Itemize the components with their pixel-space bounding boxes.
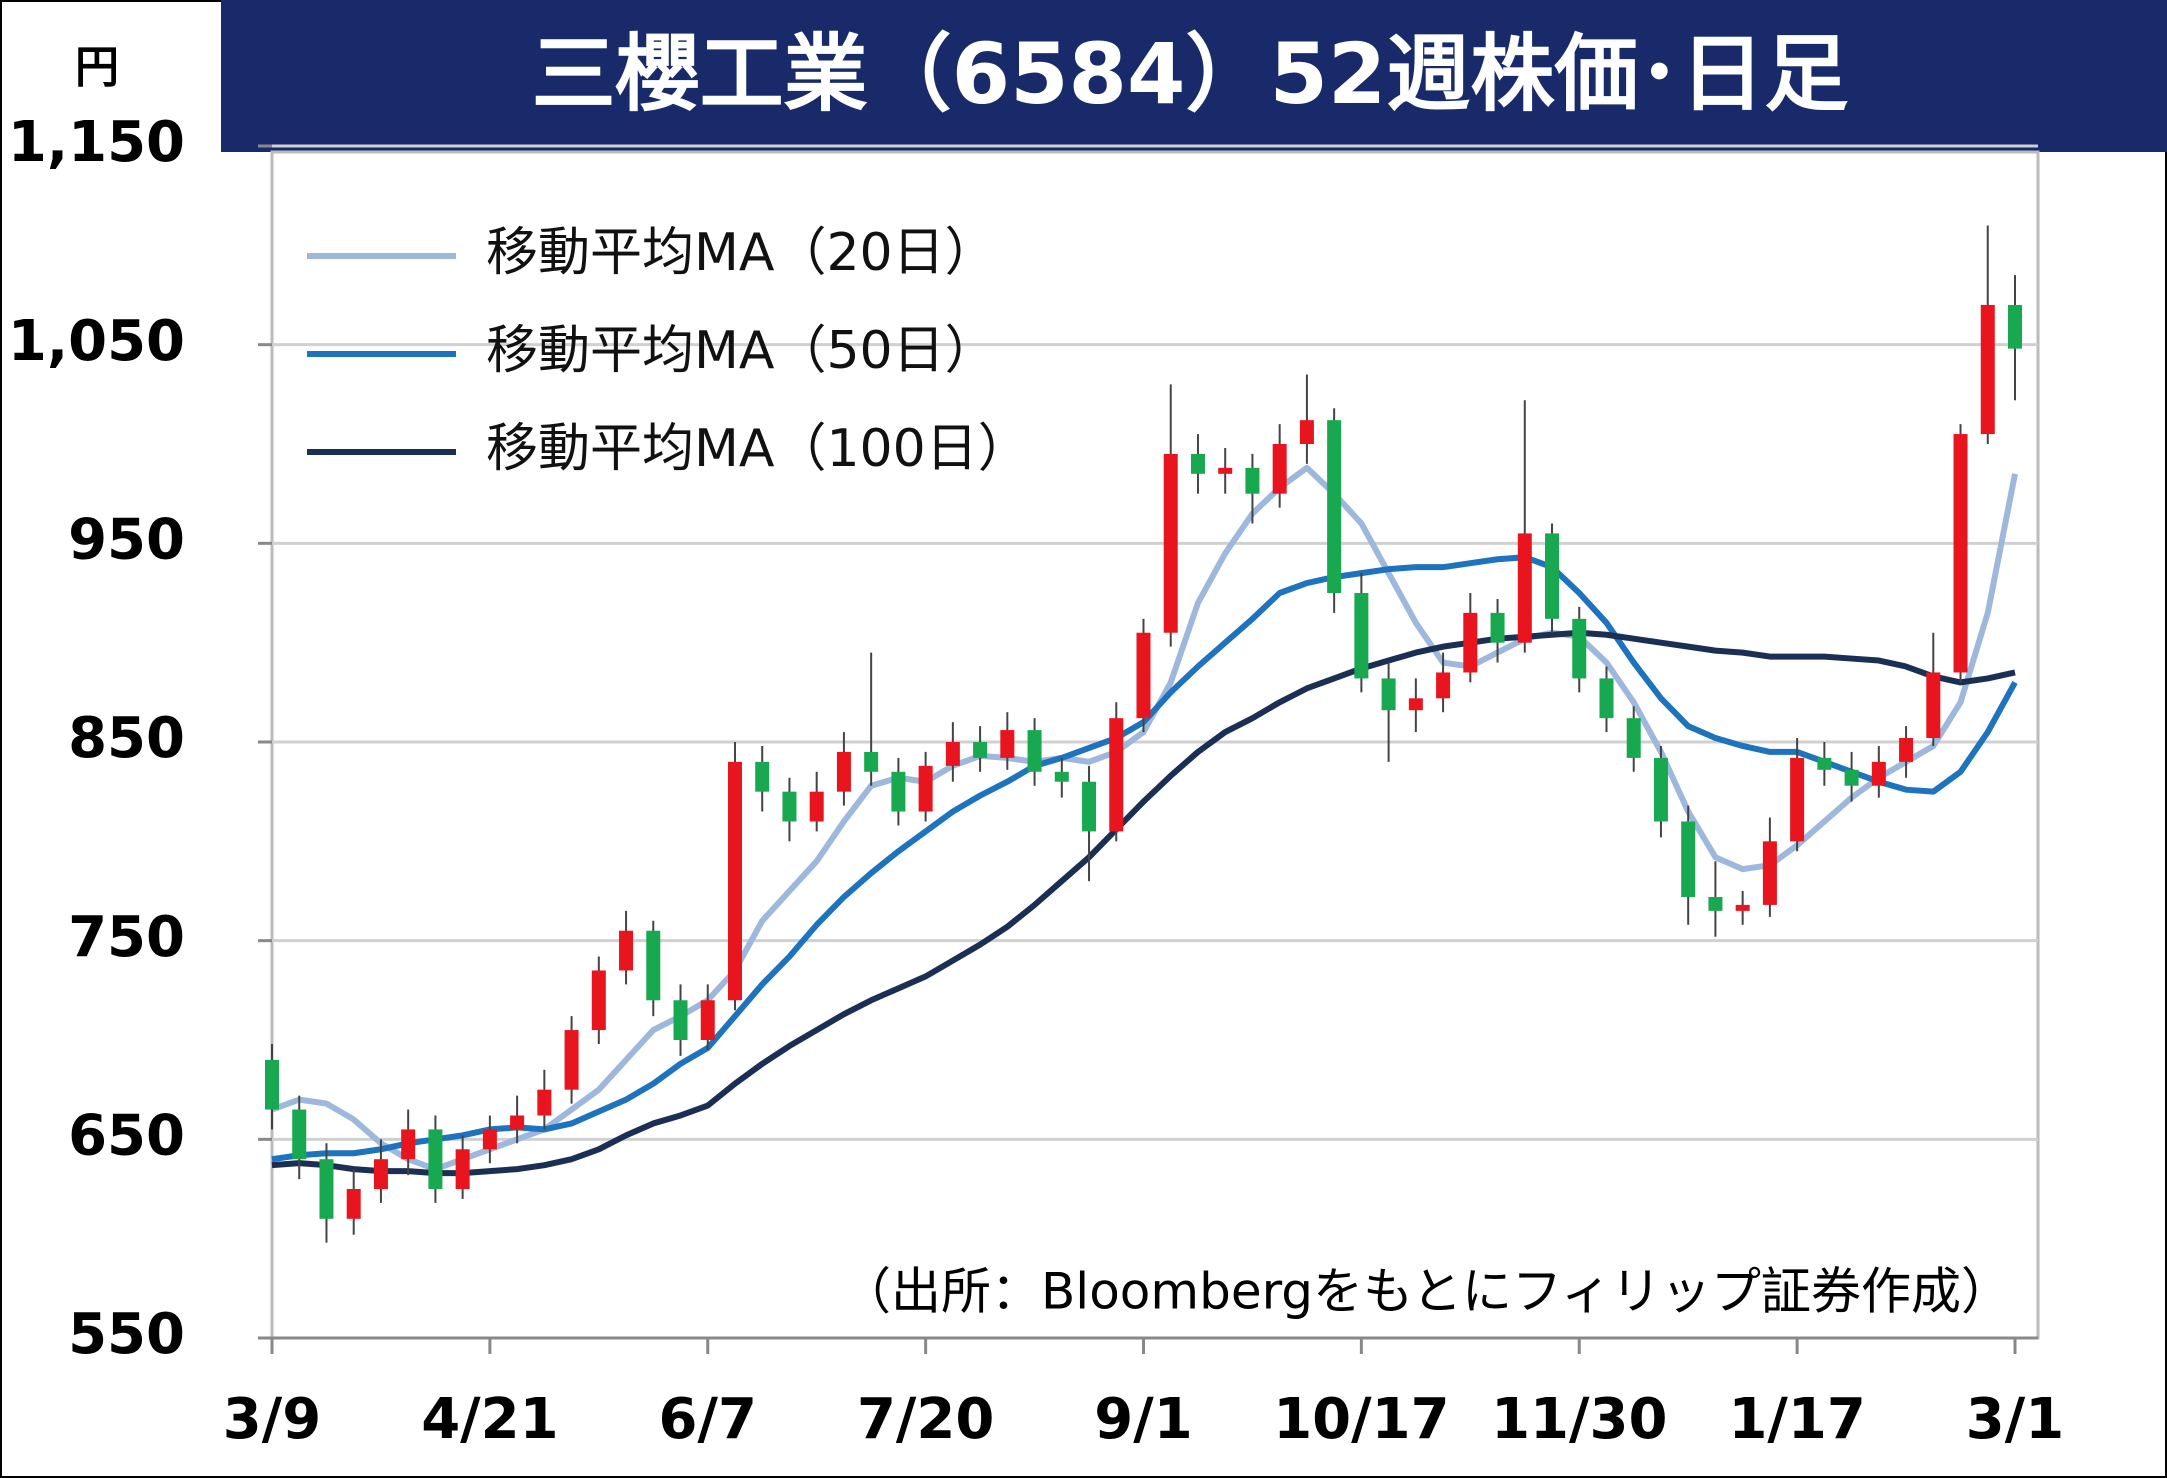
- candle-body: [1436, 672, 1451, 699]
- candle-body: [1572, 618, 1587, 679]
- candle-body: [319, 1159, 334, 1219]
- candle-body: [1408, 698, 1423, 711]
- candle-body: [1708, 896, 1723, 911]
- y-tick-label: 1,050: [8, 309, 185, 374]
- candle-body: [918, 765, 933, 812]
- candle-body: [809, 791, 824, 822]
- candle-body: [1599, 678, 1614, 719]
- candle-body: [428, 1129, 443, 1189]
- candle-body: [455, 1149, 470, 1189]
- candle-body: [401, 1129, 416, 1160]
- title-banner: [221, 0, 2167, 152]
- source-note: （出所：Bloombergをもとにフィリップ証券作成）: [841, 1263, 2011, 1321]
- ma-line: [271, 629, 2016, 1177]
- candle-body: [1681, 821, 1696, 897]
- candle-body: [564, 1030, 579, 1090]
- candle-body: [1327, 420, 1342, 593]
- candle-body: [1980, 304, 1995, 435]
- candle-body: [482, 1129, 497, 1150]
- candle-body: [755, 761, 770, 792]
- candle-body: [973, 742, 988, 758]
- candle-body: [1871, 761, 1886, 786]
- legend-label: 移動平均MA（20日）: [486, 223, 997, 283]
- candles: [265, 225, 2022, 1243]
- x-tick-label: 3/9: [223, 1387, 321, 1452]
- candle-body: [673, 1000, 688, 1040]
- y-tick-label: 550: [68, 1302, 185, 1367]
- candle-body: [1899, 738, 1914, 762]
- candle-body: [591, 970, 606, 1031]
- candle-body: [1817, 757, 1832, 770]
- candle-body: [1953, 434, 1968, 673]
- candle-body: [1735, 904, 1750, 911]
- candle-body: [1790, 757, 1805, 842]
- legend-label: 移動平均MA（50日）: [486, 321, 997, 381]
- y-tick-label: 950: [68, 507, 185, 572]
- candle-body: [727, 761, 742, 1001]
- candle-body: [292, 1109, 307, 1160]
- candle-body: [1381, 678, 1396, 711]
- candle-body: [1027, 730, 1042, 772]
- x-tick-label: 9/1: [1094, 1387, 1192, 1452]
- candle-body: [537, 1089, 552, 1116]
- grid: 550 650 750 850 950 1,050 1,150 3/9 4/21 6/7 7/20 9…: [8, 110, 2064, 1452]
- candle-body: [510, 1115, 525, 1130]
- candle-body: [945, 742, 960, 766]
- y-tick-label: 1,150: [8, 110, 185, 175]
- candle-body: [891, 771, 906, 812]
- candle-body: [1054, 771, 1069, 782]
- candle-body: [1272, 444, 1287, 494]
- candle-body: [265, 1059, 279, 1110]
- candle-body: [1218, 467, 1233, 474]
- candle-body: [1490, 612, 1505, 643]
- ma-line: [270, 464, 2018, 1173]
- candle-body: [2008, 304, 2022, 349]
- candle-body: [619, 930, 634, 971]
- legend: 移動平均MA（20日） 移動平均MA（50日） 移動平均MA（100日）: [307, 223, 1030, 479]
- chart-title: 三櫻工業（6584）52週株価･日足: [532, 25, 1849, 123]
- candle-body: [1517, 533, 1532, 643]
- candle-body: [1844, 769, 1859, 786]
- candle-body: [1926, 672, 1941, 739]
- candle-body: [782, 791, 797, 822]
- y-tick-label: 850: [68, 706, 185, 771]
- y-unit: 円: [75, 42, 119, 93]
- candle-body: [1463, 612, 1478, 673]
- candle-body: [1082, 781, 1097, 832]
- candle-body: [864, 751, 879, 772]
- candle-body: [1163, 453, 1178, 633]
- candle-body: [346, 1189, 361, 1219]
- candle-body: [1190, 453, 1205, 474]
- candle-body: [1136, 632, 1151, 719]
- x-tick-label: 7/20: [857, 1387, 994, 1452]
- candle-body: [1299, 420, 1314, 444]
- x-tick-label: 10/17: [1273, 1387, 1449, 1452]
- candle-body: [1653, 757, 1668, 822]
- candle-body: [1626, 718, 1641, 758]
- candle-body: [373, 1159, 388, 1189]
- legend-label: 移動平均MA（100日）: [486, 419, 1030, 479]
- y-tick-label: 650: [68, 1103, 185, 1168]
- x-tick-label: 3/1: [1966, 1387, 2064, 1452]
- candle-body: [1245, 467, 1260, 494]
- x-tick-label: 4/21: [421, 1387, 558, 1452]
- x-tick-label: 1/17: [1728, 1387, 1865, 1452]
- candle-body: [700, 1000, 715, 1040]
- candle-body: [1000, 730, 1015, 758]
- candle-body: [836, 751, 851, 792]
- candle-body: [1109, 718, 1124, 832]
- candle-body: [646, 930, 661, 1001]
- candle-body: [1354, 593, 1369, 679]
- candle-body: [1762, 841, 1777, 905]
- x-tick-label: 6/7: [659, 1387, 757, 1452]
- candle-body: [1545, 533, 1560, 619]
- x-tick-label: 11/30: [1491, 1387, 1667, 1452]
- y-tick-label: 750: [68, 905, 185, 970]
